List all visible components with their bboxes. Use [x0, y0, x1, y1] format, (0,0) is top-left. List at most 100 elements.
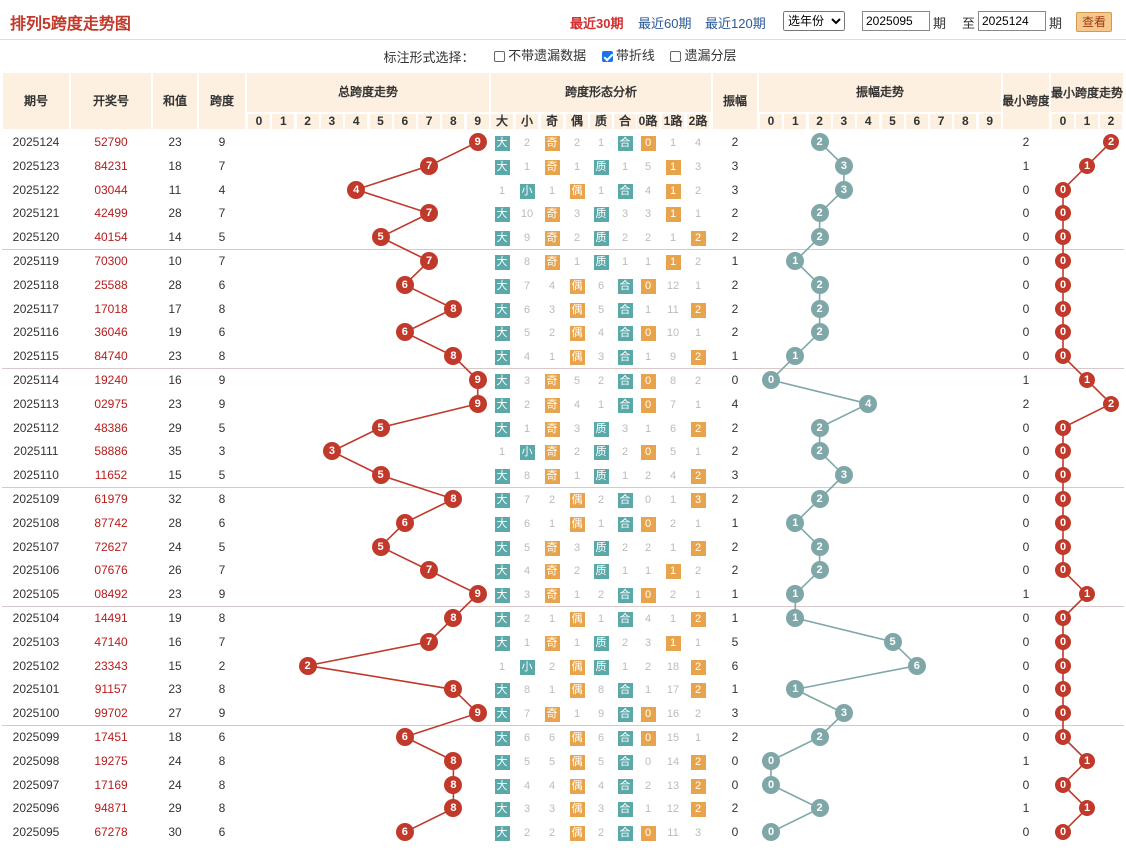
form-cell: 2: [686, 250, 710, 272]
sum-cell: 23: [168, 396, 182, 411]
span-cell: 7: [218, 563, 226, 578]
form-cell: 9: [661, 345, 685, 367]
form-cell: 奇: [540, 393, 564, 415]
form-cell: 大: [490, 417, 514, 439]
form-value: 偶: [569, 183, 585, 199]
form-cell: 1: [589, 512, 613, 534]
form-cell: 3: [613, 417, 637, 439]
issue-cell: 2025122: [12, 182, 60, 197]
form-value: 0: [640, 516, 656, 532]
col-amp-header: 振幅: [712, 72, 758, 130]
options-label: 标注形式选择：: [383, 49, 475, 65]
form-cell: 5: [636, 155, 660, 177]
form-value: 5: [669, 446, 677, 459]
form-cell: 1: [636, 298, 660, 320]
form-cell: 3: [636, 202, 660, 224]
min-span-ball: 0: [1055, 348, 1071, 365]
draw-number-cell: 42499: [94, 206, 128, 221]
digit-header: 0: [247, 113, 271, 130]
form-value: 11: [667, 303, 679, 316]
form-cell: 小: [515, 179, 539, 201]
form-value: 4: [644, 184, 652, 197]
form-cell: 0: [636, 393, 660, 415]
amp-digit-header: 1: [783, 113, 808, 130]
form-cell: 2: [540, 488, 564, 510]
form-cell: 1: [686, 202, 710, 224]
form-value: 3: [548, 303, 556, 316]
page-header: 排列5跨度走势图 最近30期 最近60期 最近120期 选年份 期 至 期 查看: [0, 0, 1126, 40]
form-cell: 奇: [540, 536, 564, 558]
option-with-line[interactable]: 带折线: [601, 45, 655, 67]
amp-ball: 2: [810, 204, 829, 223]
checkbox-icon[interactable]: [494, 50, 506, 62]
checkbox-icon[interactable]: [670, 50, 682, 62]
form-value: 2: [644, 232, 652, 245]
form-value: 1: [665, 183, 681, 199]
issue-cell: 2025121: [12, 206, 60, 221]
form-value: 质: [593, 207, 609, 223]
checkbox-checked-icon[interactable]: [601, 50, 613, 62]
form-value: 3: [644, 208, 652, 221]
form-cell: 5: [661, 440, 685, 462]
form-value: 大: [494, 231, 510, 247]
form-cell: 大: [490, 298, 514, 320]
period-120-link[interactable]: 最近120期: [705, 16, 766, 31]
option-layered[interactable]: 遗漏分层: [670, 45, 736, 67]
amp-digit-header: 8: [953, 113, 978, 130]
year-select[interactable]: 选年份: [783, 11, 845, 31]
form-cell: 1: [661, 536, 685, 558]
form-cell: 1: [490, 440, 514, 462]
form-cell: 5: [589, 298, 613, 320]
form-cell: 质: [589, 155, 613, 177]
form-value: 2: [690, 421, 706, 437]
form-cell: 质: [589, 417, 613, 439]
form-value: 合: [617, 493, 633, 508]
from-issue-input[interactable]: [862, 11, 930, 31]
form-cell: 1: [661, 131, 685, 153]
col-min-trend-header: 最小跨度走势: [1050, 72, 1124, 113]
amp-cell: 2: [731, 444, 739, 459]
form-cell: 奇: [540, 131, 564, 153]
amp-digit-header: 4: [856, 113, 881, 130]
form-value: 1: [523, 422, 531, 435]
form-value: 5: [523, 541, 531, 554]
form-value: 2: [694, 565, 702, 578]
amp-ball: 4: [859, 394, 878, 413]
form-value: 3: [573, 208, 581, 221]
form-value: 2: [669, 517, 677, 530]
amp-ball: 1: [786, 513, 805, 532]
amp-cell: 1: [731, 515, 739, 530]
draw-number-cell: 02975: [94, 396, 128, 411]
draw-number-cell: 52790: [94, 135, 128, 149]
to-issue-input[interactable]: [978, 11, 1046, 31]
form-cell: 合: [613, 321, 637, 343]
form-cell: 4: [565, 393, 589, 415]
span-cell: 8: [218, 492, 226, 506]
col-draw-header: 开奖号: [70, 72, 152, 130]
form-cell: 3: [589, 345, 613, 367]
form-value: 2: [621, 541, 629, 554]
form-value: 大: [494, 326, 510, 342]
form-cell: 质: [589, 440, 613, 462]
form-cell: 大: [490, 202, 514, 224]
span-cell: 8: [218, 349, 226, 364]
form-value: 1: [665, 564, 681, 580]
form-cell: 0: [636, 512, 660, 534]
form-cell: 奇: [540, 559, 564, 581]
form-value: 1: [694, 398, 702, 411]
query-button[interactable]: 查看: [1076, 12, 1112, 32]
form-cell: 2: [686, 298, 710, 320]
span-trend-line: [307, 141, 480, 833]
period-30-link[interactable]: 最近30期: [570, 16, 624, 31]
period-60-link[interactable]: 最近60期: [638, 16, 692, 31]
form-value: 奇: [544, 540, 560, 556]
display-options: 标注形式选择： 不带遗漏数据 带折线 遗漏分层: [0, 45, 1126, 67]
form-cell: 1: [515, 155, 539, 177]
form-cell: 大: [490, 393, 514, 415]
form-value: 1: [597, 137, 605, 149]
form-value: 1: [694, 517, 702, 530]
form-value: 1: [523, 160, 531, 173]
form-value: 3: [523, 375, 531, 387]
option-no-omission[interactable]: 不带遗漏数据: [494, 45, 586, 67]
form-cell: 偶: [565, 298, 589, 320]
